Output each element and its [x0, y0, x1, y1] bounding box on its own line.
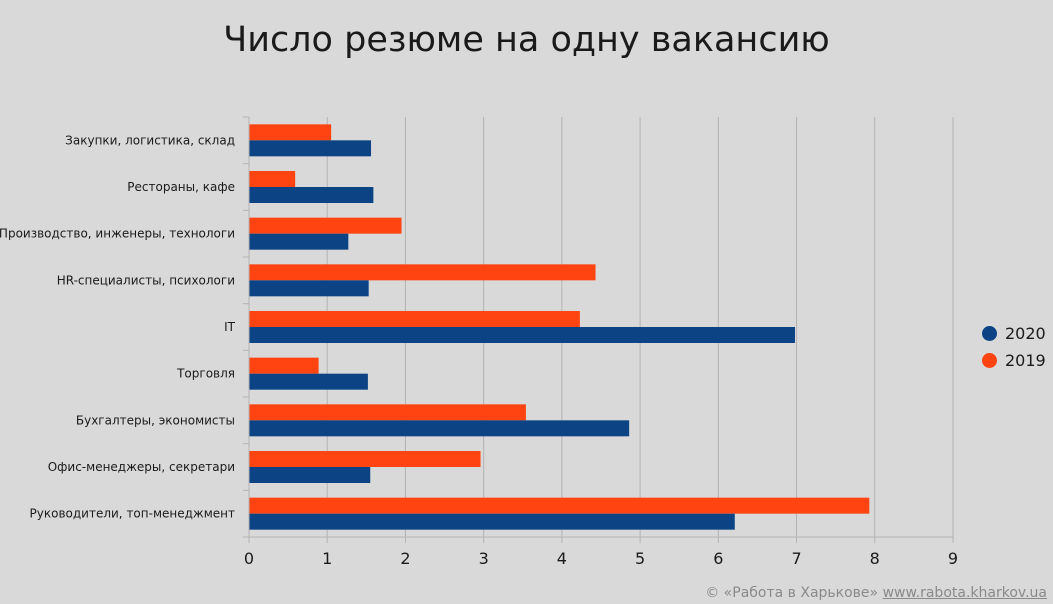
bar-2019 [249, 311, 580, 327]
x-tick-label: 8 [870, 549, 880, 568]
x-tick-label: 6 [713, 549, 723, 568]
x-tick-label: 3 [479, 549, 489, 568]
bar-2020 [249, 280, 369, 297]
x-tick-label: 7 [791, 549, 801, 568]
bar-2019 [249, 357, 319, 374]
bar-2020 [249, 467, 371, 483]
x-tick-label: 2 [400, 549, 410, 568]
legend: 2020 2019 [982, 320, 1046, 374]
category-labels: Закупки, логистика, склад Рестораны, кафе… [0, 133, 236, 520]
category-label: Офис-менеджеры, секретари [48, 460, 235, 474]
x-tick-labels: 0 1 2 3 4 5 6 7 8 9 [244, 549, 958, 568]
category-label: Торговля [176, 367, 235, 381]
bar-2020 [249, 140, 372, 157]
bar-2020 [249, 373, 368, 390]
legend-item-2020: 2020 [982, 320, 1046, 347]
bar-2020 [249, 327, 795, 343]
legend-swatch-2020 [982, 326, 997, 341]
bar-2020 [249, 187, 374, 203]
footer: © «Работа в Харькове» www.rabota.kharkov… [705, 585, 1047, 601]
category-label: Производство, инженеры, технологи [0, 227, 235, 241]
x-tick-label: 9 [948, 549, 958, 568]
site-link[interactable]: www.rabota.kharkov.ua [882, 585, 1047, 601]
x-tick-label: 1 [322, 549, 332, 568]
x-tick-label: 5 [635, 549, 645, 568]
bar-2019 [249, 404, 526, 421]
category-label: Бухгалтеры, экономисты [76, 413, 235, 427]
copyright-text: © «Работа в Харькове» [705, 585, 879, 601]
legend-label-2020: 2020 [1005, 324, 1046, 343]
bar-2019 [249, 264, 596, 281]
bars [249, 124, 870, 530]
axes [243, 116, 954, 543]
bar-2019 [249, 497, 870, 514]
legend-item-2019: 2019 [982, 347, 1046, 374]
bar-2019 [249, 124, 332, 141]
category-label: IT [224, 320, 236, 334]
bar-2019 [249, 171, 296, 187]
category-label: HR-специалисты, психологи [57, 273, 235, 287]
legend-swatch-2019 [982, 353, 997, 368]
chart-title: Число резюме на одну вакансию [223, 20, 830, 60]
category-label: Руководители, топ-менеджмент [30, 507, 235, 521]
bar-2019 [249, 217, 402, 234]
x-tick-label: 0 [244, 549, 254, 568]
x-tick-label: 4 [557, 549, 567, 568]
bar-2020 [249, 420, 630, 437]
bar-2020 [249, 513, 735, 530]
category-label: Рестораны, кафе [127, 180, 235, 194]
bar-2020 [249, 233, 349, 250]
legend-label-2019: 2019 [1005, 351, 1046, 370]
category-label: Закупки, логистика, склад [65, 133, 235, 147]
bar-2019 [249, 451, 481, 467]
